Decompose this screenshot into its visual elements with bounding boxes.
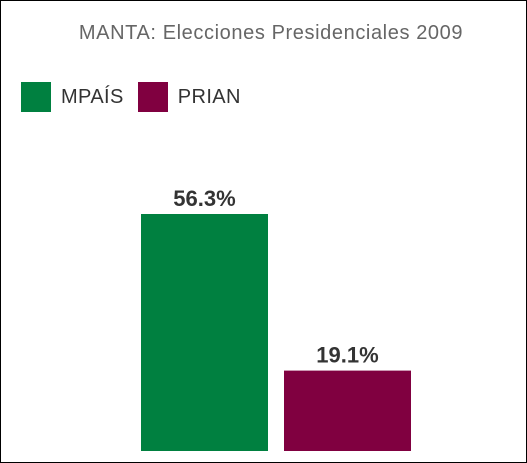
value-label-mpais: 56.3% xyxy=(173,186,235,211)
bar-prian xyxy=(284,370,411,451)
legend: MPAÍS PRIAN xyxy=(21,82,255,112)
legend-item-prian: PRIAN xyxy=(137,82,241,112)
legend-label-mpais: MPAÍS xyxy=(61,85,124,108)
legend-swatch-mpais xyxy=(21,82,51,112)
bar-mpais xyxy=(141,214,268,451)
chart-title: MANTA: Elecciones Presidenciales 2009 xyxy=(78,22,464,44)
legend-label-prian: PRIAN xyxy=(177,85,241,108)
legend-swatch-prian xyxy=(137,82,168,112)
value-label-prian: 19.1% xyxy=(316,343,378,368)
legend-item-mpais: MPAÍS xyxy=(21,82,124,112)
